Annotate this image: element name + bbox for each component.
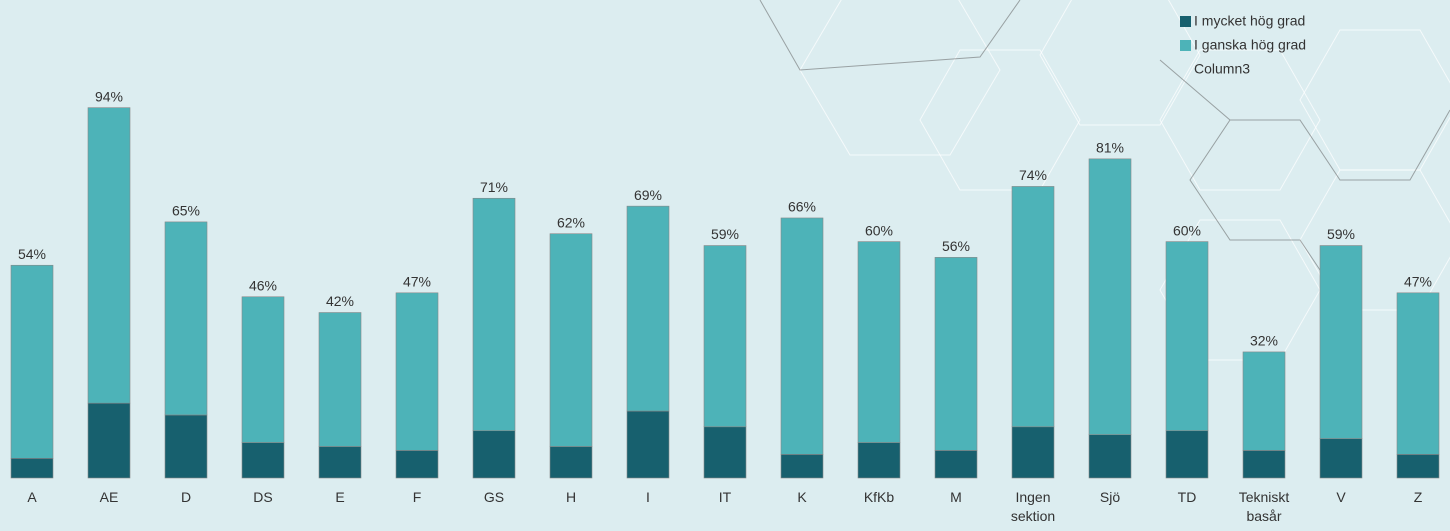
- bar-segment: [1242, 450, 1286, 479]
- data-label: 54%: [18, 246, 46, 262]
- x-tick-label: AE: [99, 489, 119, 505]
- bar-segment: [318, 446, 362, 479]
- bar-segment: [1319, 245, 1363, 439]
- data-label: 46%: [249, 277, 277, 293]
- bar-segment: [472, 197, 516, 432]
- x-tick-label: D: [180, 489, 192, 505]
- bar-segment: [857, 442, 901, 479]
- bar-segment: [1088, 158, 1132, 435]
- bar-segment: [1319, 438, 1363, 479]
- x-tick-label: TD: [1177, 489, 1197, 505]
- legend-label: I ganska hög grad: [1194, 37, 1306, 53]
- data-label: 59%: [711, 226, 739, 242]
- bar-segment: [934, 450, 978, 479]
- x-tick-label: IT: [718, 489, 732, 505]
- data-label: 65%: [172, 203, 200, 219]
- bar-segment: [626, 205, 670, 412]
- bar-segment: [549, 233, 593, 447]
- bar-segment: [87, 107, 131, 404]
- x-tick-label: KfKb: [863, 489, 895, 505]
- data-label: 56%: [942, 238, 970, 254]
- bar-segment: [10, 457, 54, 479]
- data-label: 32%: [1250, 333, 1278, 349]
- x-tick-label: F: [412, 489, 422, 505]
- bar-segment: [1011, 186, 1055, 428]
- bar-segment: [549, 446, 593, 479]
- bar-segment: [87, 402, 131, 479]
- bar-segment: [164, 414, 208, 479]
- bar-segment: [318, 312, 362, 447]
- bar-segment: [934, 257, 978, 451]
- bar-segment: [1242, 351, 1286, 451]
- bar-segment: [10, 264, 54, 459]
- bar-segment: [780, 217, 824, 455]
- legend-label: I mycket hög grad: [1194, 13, 1305, 29]
- bar-segment: [703, 426, 747, 479]
- x-tick-label: Ingen sektion: [1010, 489, 1056, 524]
- bar-segment: [1165, 241, 1209, 432]
- data-label: 42%: [326, 293, 354, 309]
- x-tick-label: GS: [483, 489, 505, 505]
- x-tick-label: A: [27, 489, 37, 505]
- data-label: 66%: [788, 199, 816, 215]
- bar-segment: [1396, 454, 1440, 479]
- bar-segment: [703, 245, 747, 428]
- x-tick-label: Z: [1413, 489, 1423, 505]
- x-tick-label: DS: [253, 489, 273, 505]
- bar-segment: [857, 241, 901, 443]
- data-label: 47%: [403, 274, 431, 290]
- data-label: 94%: [95, 88, 123, 104]
- legend-swatch: [1180, 40, 1191, 51]
- bar-segment: [1396, 292, 1440, 455]
- x-tick-label: M: [950, 489, 962, 505]
- x-tick-label: Tekniskt basår: [1238, 489, 1290, 524]
- data-label: 59%: [1327, 226, 1355, 242]
- data-label: 60%: [1173, 222, 1201, 238]
- data-label: 74%: [1019, 167, 1047, 183]
- bar-segment: [164, 221, 208, 416]
- legend-label: Column3: [1194, 61, 1250, 77]
- bar-segment: [395, 292, 439, 451]
- bar-segment: [1165, 430, 1209, 479]
- data-label: 60%: [865, 222, 893, 238]
- legend-swatch: [1180, 16, 1191, 27]
- x-tick-label: I: [646, 489, 650, 505]
- bar-segment: [241, 442, 285, 479]
- bar-segment: [626, 410, 670, 479]
- data-label: 81%: [1096, 140, 1124, 156]
- x-tick-label: V: [1336, 489, 1346, 505]
- bar-segment: [780, 454, 824, 479]
- data-label: 71%: [480, 179, 508, 195]
- bar-segment: [1088, 434, 1132, 479]
- x-tick-label: E: [335, 489, 345, 505]
- bar-segment: [395, 450, 439, 479]
- bar-segment: [241, 296, 285, 443]
- x-tick-label: H: [565, 489, 577, 505]
- bar-segment: [472, 430, 516, 479]
- x-tick-label: Sjö: [1099, 489, 1121, 505]
- x-tick-label: K: [797, 489, 807, 505]
- bar-segment: [1011, 426, 1055, 479]
- data-label: 69%: [634, 187, 662, 203]
- data-label: 62%: [557, 214, 585, 230]
- data-label: 47%: [1404, 274, 1432, 290]
